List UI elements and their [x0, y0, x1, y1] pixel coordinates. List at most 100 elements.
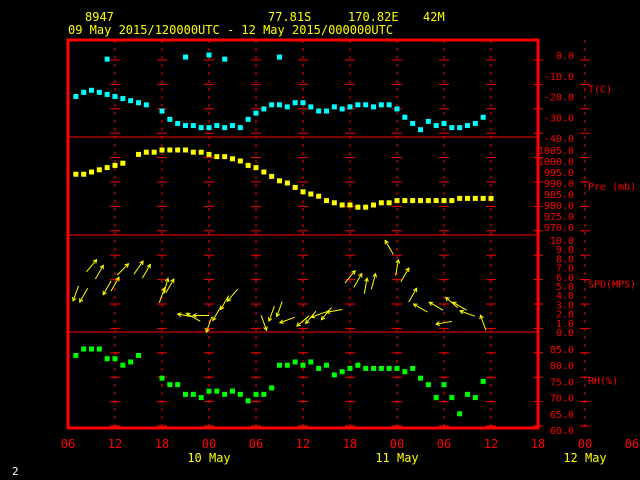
pressure-point	[206, 151, 212, 157]
rh-point	[128, 359, 134, 365]
temp-tick-label: 0.0	[556, 51, 574, 62]
wind-arrow-head	[405, 267, 410, 273]
pressure-point	[183, 147, 188, 153]
temp-point	[104, 56, 110, 62]
wind-arrow-head	[435, 321, 441, 326]
temp-point	[465, 123, 470, 129]
temp-point	[261, 106, 267, 112]
rh-point	[96, 346, 102, 352]
wind-arrow	[408, 288, 418, 303]
rh-point	[418, 375, 423, 381]
temp-point	[206, 125, 212, 131]
wind-arrow-head	[358, 272, 363, 278]
rh-point	[347, 365, 353, 371]
wind-arrow-head	[139, 260, 144, 266]
rh-point	[230, 388, 235, 394]
x-tick-label: 18	[155, 437, 169, 451]
temp-point	[308, 104, 314, 110]
temp-point	[331, 104, 337, 110]
pressure-point	[96, 167, 102, 173]
pressure-point	[143, 149, 149, 155]
rh-point	[159, 375, 165, 381]
temp-point	[190, 123, 196, 129]
temp-point	[222, 56, 228, 62]
rh-tick-label: 75.0	[550, 377, 574, 388]
rh-point	[316, 365, 322, 371]
wind-tick-label: 10.0	[550, 236, 574, 247]
rh-point	[277, 362, 282, 368]
pressure-point	[488, 195, 494, 201]
wind-arrow-head	[364, 277, 369, 283]
temp-point	[167, 116, 173, 122]
wind-arrow-head	[320, 315, 326, 321]
wind-arrow	[141, 264, 151, 279]
pressure-tick-label: 975.0	[544, 212, 574, 223]
rh-point	[292, 359, 298, 365]
temp-point	[183, 123, 188, 129]
wind-arrow-head	[185, 312, 191, 317]
rh-point	[331, 372, 337, 378]
temp-point	[81, 89, 87, 95]
wind-arrow-head	[205, 328, 210, 334]
x-tick-label: 12	[484, 437, 498, 451]
pressure-point	[363, 204, 369, 210]
pressure-tick-label: 970.0	[544, 223, 574, 234]
wind-arrow-head	[146, 263, 151, 269]
x-tick-label: 00	[202, 437, 216, 451]
wind-arrow-head	[170, 278, 175, 284]
pressure-point	[190, 149, 196, 155]
temp-point	[104, 91, 110, 97]
wind-arrow	[445, 297, 459, 309]
wind-arrow	[260, 315, 268, 331]
rh-point	[183, 391, 188, 397]
rh-point	[245, 398, 251, 404]
pressure-point	[418, 198, 423, 204]
rh-point	[425, 382, 431, 388]
temp-point	[402, 114, 408, 120]
temp-point	[418, 127, 423, 133]
temp-point	[269, 102, 275, 108]
wind-arrow-head	[267, 317, 273, 323]
wind-arrow-head	[310, 313, 316, 319]
pressure-point	[112, 162, 118, 168]
wind-arrow	[344, 270, 356, 284]
wind-arrow-head	[164, 277, 170, 283]
temp-point	[143, 102, 149, 108]
wind-arrow	[186, 312, 201, 322]
temp-point	[457, 125, 463, 131]
wind-tick-label: 1.0	[556, 319, 574, 330]
wind-arrow-head	[479, 314, 484, 320]
wind-arrow	[310, 311, 327, 318]
temp-point	[214, 123, 220, 129]
temp-point	[96, 89, 102, 95]
temp-tick-label: -20.0	[544, 93, 574, 104]
wind-arrow	[116, 263, 129, 276]
pressure-point	[214, 154, 220, 160]
pressure-point	[292, 184, 298, 190]
temp-point	[284, 104, 290, 110]
wind-arrow	[158, 287, 166, 303]
rh-point	[175, 382, 181, 388]
wind-arrow	[400, 267, 410, 283]
wind-arrow	[384, 240, 394, 255]
wind-arrow	[94, 265, 104, 280]
wind-arrow	[268, 305, 275, 322]
wind-arrow	[133, 260, 144, 275]
temp-point	[159, 108, 165, 114]
pressure-point	[472, 195, 478, 201]
rh-point	[89, 346, 94, 352]
wind-arrow	[436, 320, 452, 325]
pressure-tick-label: 995.0	[544, 168, 574, 179]
rh-point	[222, 391, 228, 397]
rh-point	[480, 378, 486, 384]
rh-point	[410, 365, 416, 371]
temp-point	[89, 87, 94, 93]
rh-point	[73, 352, 79, 358]
temp-tick-label: -30.0	[544, 113, 574, 124]
rh-point	[269, 385, 275, 391]
rh-point	[261, 391, 267, 397]
wind-arrow-head	[459, 309, 465, 315]
wind-arrow-head	[305, 319, 310, 325]
rh-point	[472, 395, 478, 401]
wind-arrow-head	[72, 296, 77, 302]
